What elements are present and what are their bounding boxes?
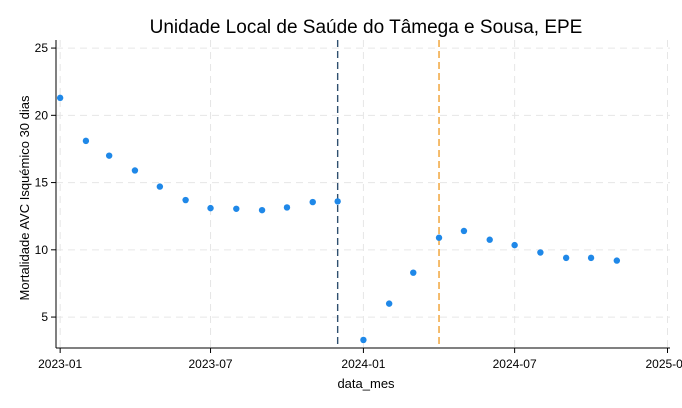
- y-tick-label: 5: [41, 310, 48, 324]
- data-point: [435, 234, 443, 241]
- y-tick-label: 10: [35, 243, 49, 257]
- data-point: [56, 94, 64, 102]
- data-point: [182, 196, 189, 204]
- data-point: [587, 254, 595, 262]
- data-point: [511, 241, 518, 249]
- x-tick-label: 2023-07: [189, 357, 233, 371]
- data-point: [486, 236, 493, 243]
- y-axis-label: Mortalidade AVC Isquémico 30 dias: [17, 95, 32, 300]
- data-point: [258, 206, 266, 214]
- x-tick-label: 2025-01: [645, 357, 682, 371]
- axes: 5 10 15 20 25 2023-01 2023-07 2024-01 2024-07 202…: [35, 40, 682, 371]
- data-point: [410, 269, 417, 276]
- data-point: [82, 137, 90, 145]
- x-axis-label: data_mes: [337, 376, 395, 391]
- y-tick-label: 25: [35, 41, 49, 55]
- data-point: [385, 300, 393, 307]
- data-point: [309, 198, 316, 206]
- data-point: [360, 336, 367, 344]
- data-point: [105, 152, 113, 159]
- data-point: [131, 167, 139, 174]
- data-point: [537, 249, 544, 256]
- data-point: [156, 183, 164, 190]
- x-tick-label: 2024-01: [341, 357, 385, 371]
- x-tick-label: 2023-01: [38, 357, 82, 371]
- y-tick-label: 20: [35, 108, 49, 122]
- data-point: [233, 205, 240, 212]
- data-point: [460, 227, 468, 235]
- data-point: [283, 204, 291, 211]
- data-points: [56, 94, 621, 344]
- data-point: [207, 204, 214, 212]
- data-point: [334, 198, 341, 205]
- x-tick-label: 2024-07: [493, 357, 537, 371]
- grid: [56, 40, 670, 348]
- chart-title: Unidade Local de Saúde do Tâmega e Sousa…: [150, 17, 583, 38]
- y-tick-label: 15: [35, 176, 49, 190]
- data-point: [562, 254, 570, 262]
- reference-lines: [336, 40, 440, 348]
- data-point: [613, 257, 621, 264]
